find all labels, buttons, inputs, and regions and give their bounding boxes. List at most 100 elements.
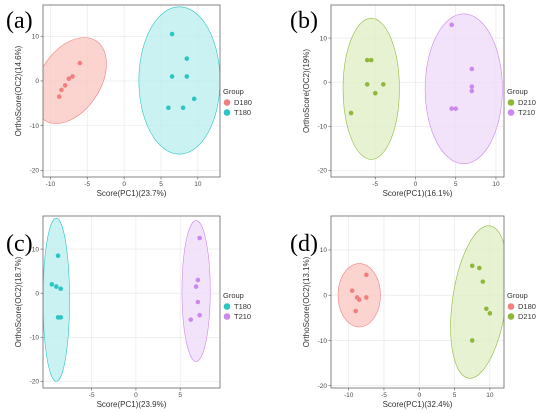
data-point-d210 — [368, 57, 374, 63]
legend-swatch-t210 — [223, 313, 231, 320]
x-tick-label: 5 — [453, 392, 457, 399]
panel-letter: (b) — [290, 8, 318, 34]
data-point-t210 — [453, 106, 459, 111]
ellipse-layer — [342, 13, 503, 165]
ellipse-layer — [43, 6, 220, 155]
y-tick-label: 10 — [320, 35, 328, 42]
data-point-d210 — [469, 263, 475, 269]
confidence-ellipse-t180 — [43, 217, 70, 382]
data-point-d210 — [381, 82, 386, 87]
legend-label-t180: T180 — [234, 108, 251, 117]
x-axis-title: Score(PC1)(16.1%) — [383, 189, 453, 198]
data-point-t210 — [195, 299, 201, 305]
y-tick-label: 10 — [32, 34, 40, 41]
data-point-d180 — [356, 297, 362, 303]
data-point-t180 — [49, 282, 55, 287]
data-point-d210 — [348, 110, 354, 116]
x-tick-label: -5 — [381, 392, 387, 399]
legend-title: Group — [507, 87, 528, 96]
x-tick-label: -5 — [89, 392, 95, 399]
chart-panel-1: -10 -5 0 5 10 -20 -10 0 10 Score(PC1)(23.7%) Ortho… — [6, 4, 252, 198]
confidence-ellipse-d180 — [337, 263, 381, 328]
y-tick-label: -10 — [30, 335, 40, 342]
data-point-t180 — [180, 105, 186, 111]
x-tick-label: 0 — [414, 181, 418, 188]
legend-swatch-t210 — [507, 109, 515, 116]
data-point-t180 — [191, 96, 197, 102]
legend-swatch-d210 — [507, 313, 515, 320]
legend-label-d210: D210 — [518, 98, 536, 107]
y-tick-label: -20 — [318, 383, 328, 390]
data-point-d180 — [66, 76, 72, 82]
data-point-t180 — [184, 56, 190, 61]
y-tick-label: 0 — [323, 293, 327, 300]
panel-letter: (a) — [6, 8, 33, 34]
y-axis-title: OrthoScore(OC2)(13.1%) — [302, 256, 311, 347]
data-point-d180 — [364, 272, 369, 278]
data-point-d180 — [56, 94, 62, 99]
y-tick-label: 10 — [320, 247, 328, 254]
data-point-t210 — [469, 66, 475, 72]
data-point-d210 — [372, 90, 378, 96]
data-point-t180 — [55, 315, 61, 320]
data-point-t180 — [169, 31, 175, 37]
data-point-d210 — [480, 279, 486, 284]
y-tick-label: 10 — [32, 246, 40, 253]
x-axis-title: Score(PC1)(23.7%) — [97, 189, 167, 198]
data-point-t180 — [169, 74, 175, 79]
chart-panel-4: -10 -5 0 5 10 -20 -10 0 10 Score(PC1)(32.4%) Ortho… — [290, 215, 536, 409]
x-tick-label: -10 — [46, 181, 56, 188]
confidence-ellipse-t210 — [424, 13, 503, 165]
data-point-t210 — [193, 284, 199, 289]
legend-swatch-d180 — [507, 303, 515, 310]
confidence-ellipse-d210 — [342, 17, 400, 160]
x-tick-label: 5 — [159, 181, 163, 188]
ellipse-layer — [43, 217, 211, 382]
confidence-ellipse-t210 — [181, 220, 211, 362]
data-point-d180 — [77, 60, 83, 66]
data-point-t180 — [166, 105, 171, 111]
y-tick-label: -20 — [318, 168, 328, 175]
data-point-d180 — [364, 295, 369, 300]
legend-label-d210: D210 — [518, 312, 536, 321]
data-point-t210 — [188, 317, 194, 322]
y-axis-title: OrthoScore(OC2)(19%) — [302, 49, 311, 133]
x-tick-label: 0 — [417, 392, 421, 399]
x-tick-label: 0 — [134, 392, 138, 399]
x-tick-label: -5 — [372, 181, 378, 188]
panel-letter: (d) — [290, 231, 318, 257]
legend-label-d180: D180 — [518, 302, 536, 311]
data-point-t180 — [58, 286, 63, 292]
data-point-t210 — [449, 22, 454, 28]
y-tick-label: 0 — [323, 79, 327, 86]
legend-swatch-d210 — [507, 99, 515, 106]
y-axis-title: OrthoScore(OC2)(18.7%) — [14, 256, 23, 347]
data-point-t210 — [197, 312, 202, 318]
legend-label-d180: D180 — [234, 98, 252, 107]
data-point-d180 — [353, 308, 359, 314]
data-point-t210 — [469, 84, 475, 89]
data-point-d180 — [349, 288, 355, 293]
x-tick-label: 10 — [194, 181, 202, 188]
x-tick-label: 5 — [178, 392, 182, 399]
chart-panel-2: -5 0 5 10 -20 -10 0 10 Score(PC1)(16.1%) OrthoSco… — [290, 4, 536, 198]
data-point-d180 — [70, 74, 75, 79]
data-point-t210 — [469, 88, 475, 94]
x-tick-label: 5 — [454, 181, 458, 188]
x-tick-label: 0 — [122, 181, 126, 188]
data-point-d180 — [62, 83, 68, 88]
y-tick-label: -10 — [318, 124, 328, 131]
legend-label-t180: T180 — [234, 302, 251, 311]
data-point-t180 — [53, 284, 59, 289]
panel-letter: (c) — [6, 231, 33, 257]
chart-panel-3: -5 0 5 -20 -10 0 10 Score(PC1)(23.9%) OrthoScore… — [6, 215, 251, 409]
confidence-ellipse-d180 — [43, 37, 107, 124]
legend-title: Group — [223, 87, 244, 96]
data-point-t180 — [184, 74, 190, 79]
data-point-d210 — [364, 82, 370, 87]
data-point-t210 — [195, 277, 201, 283]
x-axis-title: Score(PC1)(23.9%) — [97, 400, 167, 409]
x-tick-label: 10 — [486, 392, 494, 399]
plot-frame — [330, 215, 505, 389]
y-tick-label: -10 — [30, 123, 40, 130]
